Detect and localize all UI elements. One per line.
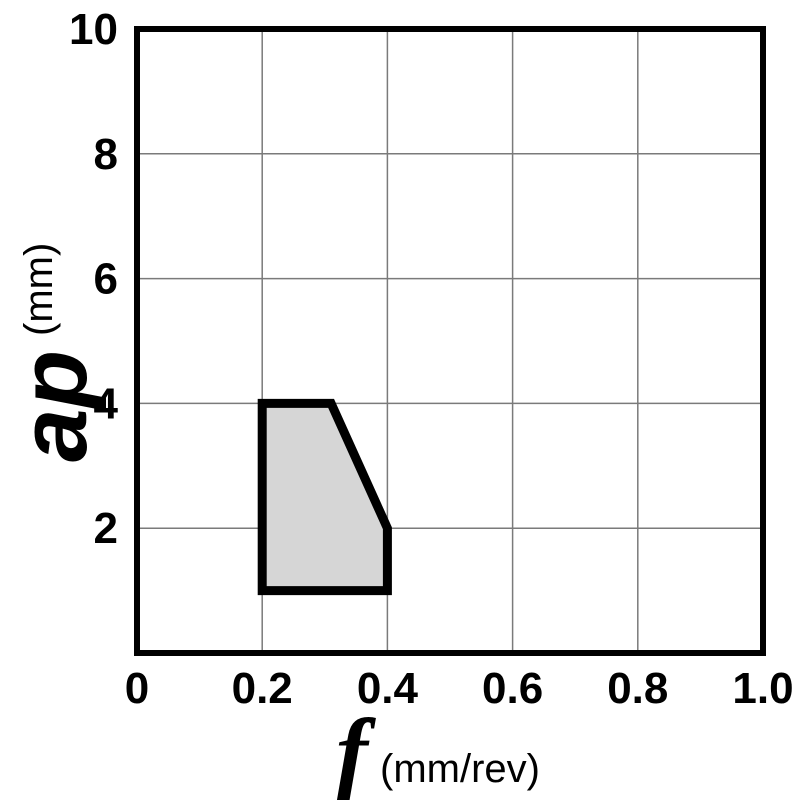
plot-frame xyxy=(134,26,766,656)
x-tick-label: 1.0 xyxy=(732,664,793,713)
y-tick-label: 2 xyxy=(94,504,118,553)
grid-lines xyxy=(137,29,763,653)
x-tick-label: 0.8 xyxy=(607,664,668,713)
y-tick-label: 10 xyxy=(69,5,118,54)
y-tick-labels: 2 4 6 8 10 xyxy=(69,5,118,553)
x-tick-label: 0.6 xyxy=(482,664,543,713)
y-axis-unit: (mm) xyxy=(17,243,61,336)
x-tick-label: 0 xyxy=(125,664,149,713)
recommended-cutting-region xyxy=(257,398,392,596)
y-tick-label: 4 xyxy=(94,379,119,428)
x-tick-labels: 0 0.2 0.4 0.6 0.8 1.0 xyxy=(125,664,794,713)
x-tick-label: 0.2 xyxy=(232,664,293,713)
y-tick-label: 8 xyxy=(94,130,118,179)
operating-region xyxy=(257,398,392,596)
x-axis-symbol: f xyxy=(336,699,376,800)
x-axis-unit: (mm/rev) xyxy=(380,747,540,791)
y-axis-symbol: ap xyxy=(0,350,107,462)
y-tick-label: 6 xyxy=(94,255,118,304)
x-tick-label: 0.4 xyxy=(357,664,419,713)
